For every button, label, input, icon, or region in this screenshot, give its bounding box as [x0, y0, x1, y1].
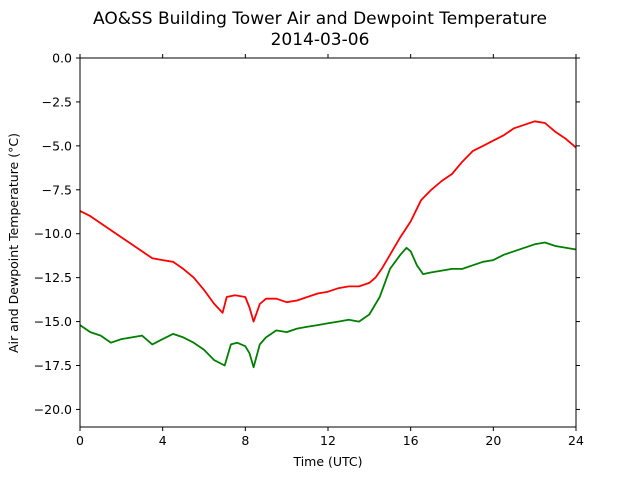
y-axis-label: Air and Dewpoint Temperature (°C) — [6, 133, 21, 353]
chart-title: AO&SS Building Tower Air and Dewpoint Te… — [93, 9, 547, 29]
y-tick-label: 0.0 — [52, 51, 72, 66]
y-axis-ticks: 0.0 −2.5 −5.0 −7.5 −10.0 −12.5 −15.0 −17.5 −20.0 — [34, 51, 580, 417]
y-tick-label: −10.0 — [34, 226, 72, 241]
y-tick-label: −2.5 — [42, 94, 72, 109]
y-tick-label: −15.0 — [34, 314, 72, 329]
x-axis-label: Time (UTC) — [292, 454, 362, 469]
x-tick-label: 0 — [76, 433, 84, 448]
y-tick-label: −7.5 — [42, 182, 72, 197]
chart-subtitle: 2014-03-06 — [271, 30, 370, 50]
x-axis-ticks: 0 4 8 12 16 20 24 — [76, 54, 584, 448]
plot-frame — [79, 57, 577, 428]
y-tick-label: −17.5 — [34, 358, 72, 373]
x-tick-label: 12 — [320, 433, 336, 448]
series-line-0 — [79, 120, 577, 323]
x-tick-label: 24 — [568, 433, 584, 448]
y-tick-label: −12.5 — [34, 270, 72, 285]
x-tick-label: 20 — [485, 433, 501, 448]
plot-lines — [79, 120, 577, 369]
y-tick-label: −5.0 — [42, 138, 72, 153]
y-tick-label: −20.0 — [34, 402, 72, 417]
x-tick-label: 16 — [403, 433, 419, 448]
series-line-1 — [79, 241, 577, 369]
x-tick-label: 8 — [241, 433, 249, 448]
x-tick-label: 4 — [159, 433, 167, 448]
